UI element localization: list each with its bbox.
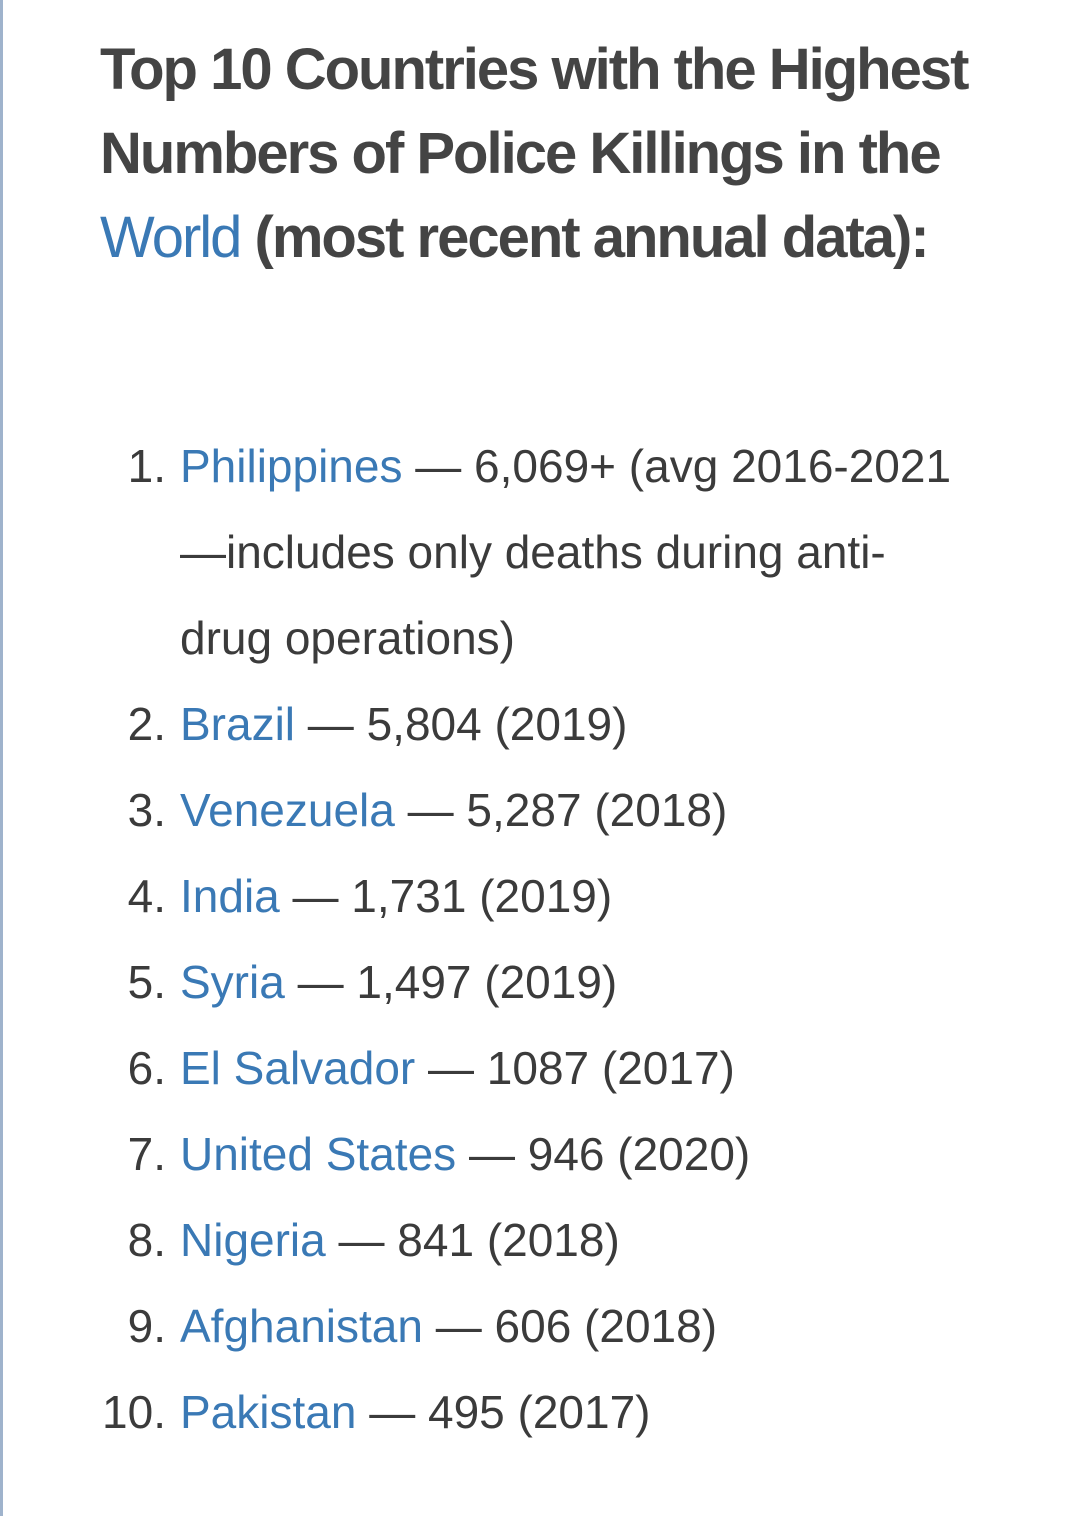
country-link-venezuela[interactable]: Venezuela [180,784,395,836]
list-item-detail: — 495 (2017) [356,1386,651,1438]
list-item-number: 2. [127,698,166,750]
list-item-detail: — 5,287 (2018) [394,784,728,836]
list-item-detail: — 606 (2018) [422,1300,718,1352]
country-link-nigeria[interactable]: Nigeria [180,1214,326,1266]
list-item: 8. Nigeria — 841 (2018) [0,1197,1075,1283]
list-item: 7. United States — 946 (2020) [0,1111,1075,1197]
heading-text-end: (most recent annual data): [240,205,930,270]
list-item: 2. Brazil — 5,804 (2019) [0,681,1075,767]
country-link-afghanistan[interactable]: Afghanistan [180,1300,423,1352]
list-item-number: 8. [127,1214,166,1266]
list-item: 3. Venezuela — 5,287 (2018) [0,767,1075,853]
list-item-detail: — 1087 (2017) [415,1042,735,1094]
left-border-rule [0,0,3,1516]
list-item-number: 6. [127,1042,166,1094]
list-item-number: 3. [127,784,166,836]
country-link-philippines[interactable]: Philippines [180,440,403,492]
list-item: 6. El Salvador — 1087 (2017) [0,1025,1075,1111]
list-item-detail: — 946 (2020) [456,1128,751,1180]
list-item-detail: — 1,731 (2019) [279,870,613,922]
list-item-detail: — 6,069+ (avg 2016-2021—includes only de… [180,440,952,664]
list-item: 5. Syria — 1,497 (2019) [0,939,1075,1025]
country-link-brazil[interactable]: Brazil [180,698,296,750]
countries-list: 1. Philippines — 6,069+ (avg 2016-2021—in… [0,423,1075,1455]
list-item-number: 9. [127,1300,166,1352]
country-link-el-salvador[interactable]: El Salvador [180,1042,416,1094]
list-item-number: 10. [102,1386,166,1438]
country-link-united-states[interactable]: United States [180,1128,457,1180]
list-item: 4. India — 1,731 (2019) [0,853,1075,939]
list-item-detail: — 841 (2018) [325,1214,620,1266]
list-item: 10. Pakistan — 495 (2017) [0,1369,1075,1455]
list-item: 1. Philippines — 6,069+ (avg 2016-2021—in… [0,423,1075,681]
list-item-detail: — 5,804 (2019) [295,698,628,750]
list-item-detail: — 1,497 (2019) [284,956,618,1008]
list-item: 9. Afghanistan — 606 (2018) [0,1283,1075,1369]
world-link[interactable]: World [100,205,242,270]
country-link-india[interactable]: India [180,870,280,922]
heading-text-start: Top 10 Countries with the Highest Number… [100,37,969,186]
list-item-number: 4. [127,870,166,922]
country-link-pakistan[interactable]: Pakistan [180,1386,357,1438]
list-item-number: 1. [127,440,166,492]
page-heading: Top 10 Countries with the Highest Number… [100,28,1000,280]
list-item-number: 7. [127,1128,166,1180]
country-link-syria[interactable]: Syria [180,956,285,1008]
list-item-number: 5. [127,956,166,1008]
